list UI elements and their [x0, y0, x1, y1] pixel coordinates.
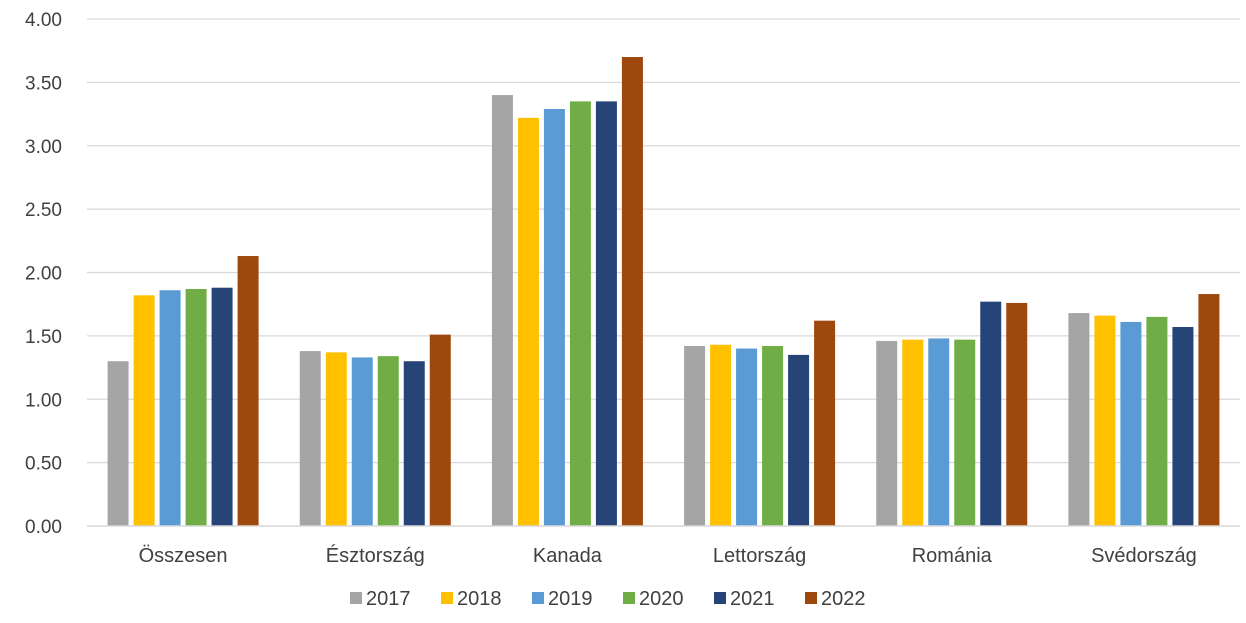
legend-swatch-2017: [350, 592, 362, 604]
bar-2019-2: [543, 108, 565, 527]
legend-label: 2021: [730, 588, 775, 610]
bar-2021-0: [211, 287, 233, 526]
bar-2022-4: [1006, 302, 1028, 526]
bar-2021-4: [980, 301, 1002, 526]
x-category-label: Kanada: [533, 545, 603, 567]
bar-2017-3: [684, 346, 706, 526]
legend-swatch-2020: [623, 592, 635, 604]
bar-2018-3: [710, 344, 732, 526]
bar-2021-2: [595, 101, 617, 526]
bar-2021-1: [403, 361, 425, 526]
bar-2022-5: [1198, 294, 1220, 526]
bar-2020-3: [762, 346, 784, 526]
bar-2020-5: [1146, 316, 1168, 526]
bar-2019-0: [159, 290, 181, 526]
y-tick-label: 4.00: [25, 10, 62, 31]
bar-2022-2: [621, 57, 643, 527]
x-axis-category-labels: Összesen Észtország Kanada Lettország Románi…: [139, 544, 1197, 567]
x-category-label: Svédország: [1091, 545, 1197, 567]
y-tick-label: 1.00: [25, 390, 62, 411]
legend-swatch-2019: [532, 592, 544, 604]
bar-2017-0: [107, 361, 129, 526]
bar-2018-1: [325, 352, 347, 526]
bar-2020-0: [185, 288, 207, 526]
y-tick-label: 3.50: [25, 73, 62, 94]
bar-2020-2: [569, 101, 591, 526]
bar-2019-5: [1120, 321, 1142, 526]
bar-2019-3: [736, 348, 758, 526]
y-tick-label: 0.50: [25, 454, 62, 475]
legend-label: 2017: [366, 588, 411, 610]
x-category-label: Lettország: [713, 545, 806, 567]
gridlines: [87, 18, 1240, 464]
bar-2019-4: [928, 338, 950, 526]
bar-2020-4: [954, 339, 976, 526]
x-category-label: Észtország: [326, 544, 425, 567]
bar-2018-0: [133, 295, 155, 526]
bar-2019-1: [351, 357, 373, 526]
bar-2017-4: [876, 340, 898, 526]
bar-2020-1: [377, 356, 399, 526]
x-category-label: Románia: [912, 545, 993, 567]
y-axis-tick-labels: 0.00 0.50 1.00 1.50 2.00 2.50 3.00 3.50 4.00: [25, 10, 62, 538]
legend-label: 2022: [821, 588, 866, 610]
legend-label: 2020: [639, 588, 684, 610]
y-tick-label: 2.00: [25, 264, 62, 285]
legend: 2017 2018 2019 2020 2021 2022: [350, 588, 866, 610]
bar-2018-2: [517, 117, 539, 527]
legend-swatch-2021: [714, 592, 726, 604]
legend-swatch-2022: [805, 592, 817, 604]
bar-2017-1: [299, 351, 321, 526]
bar-2017-5: [1068, 313, 1090, 526]
y-tick-label: 3.00: [25, 137, 62, 158]
legend-label: 2019: [548, 588, 593, 610]
bar-2022-0: [237, 256, 259, 526]
x-category-label: Összesen: [139, 545, 228, 567]
y-tick-label: 2.50: [25, 200, 62, 221]
bar-2017-2: [491, 95, 513, 527]
bar-2018-5: [1094, 315, 1116, 526]
bar-2018-4: [902, 339, 924, 526]
legend-label: 2018: [457, 588, 502, 610]
bar-2021-5: [1172, 327, 1194, 526]
bars: [107, 57, 1220, 527]
bar-2022-3: [814, 320, 836, 526]
y-tick-label: 0.00: [25, 517, 62, 538]
bar-2021-3: [788, 354, 810, 526]
y-tick-label: 1.50: [25, 327, 62, 348]
bar-2022-1: [429, 334, 451, 526]
legend-swatch-2018: [441, 592, 453, 604]
